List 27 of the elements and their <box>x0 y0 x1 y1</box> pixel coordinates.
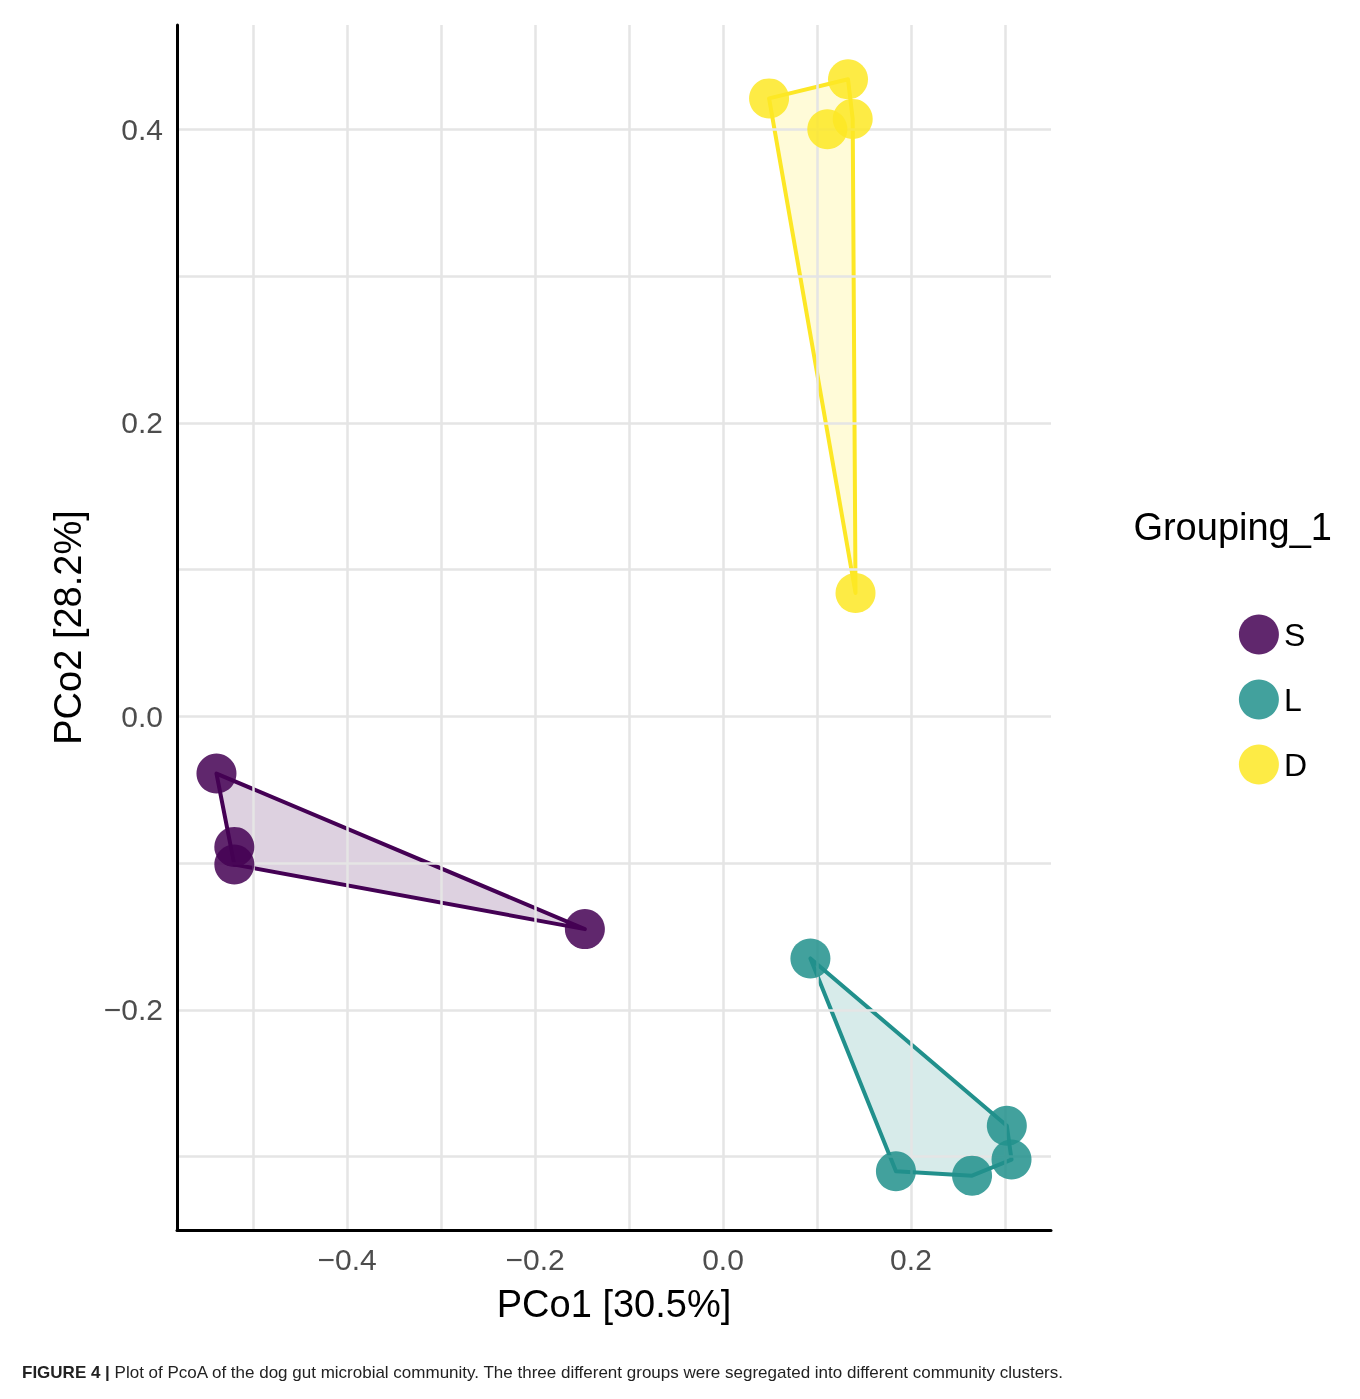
point <box>196 753 237 794</box>
x-tick-label: 0.0 <box>702 1242 744 1276</box>
x-tick-label: 0.2 <box>890 1242 932 1276</box>
legend-title: Grouping_1 <box>1133 506 1332 548</box>
caption: FIGURE 4 | Plot of PcoA of the dog gut microbial community. The three different groups were segregated into different community clusters. <box>22 1363 1064 1382</box>
y-tick-label: 0.2 <box>121 406 163 440</box>
legend-label: D <box>1283 746 1307 783</box>
point <box>807 109 848 150</box>
y-tick-label: 0.0 <box>121 699 163 733</box>
point <box>790 938 831 979</box>
point <box>991 1139 1032 1180</box>
x-axis-title: PCo1 [30.5%] <box>496 1283 732 1325</box>
x-tick-label: −0.2 <box>505 1242 565 1276</box>
y-tick-label: 0.4 <box>121 112 163 146</box>
x-tick-label: −0.4 <box>317 1242 377 1276</box>
point <box>564 909 605 950</box>
legend-label: S <box>1283 616 1306 653</box>
point <box>828 59 869 100</box>
point <box>952 1155 993 1196</box>
point <box>835 573 876 613</box>
y-axis-title: PCo2 [28.2%] <box>47 510 89 745</box>
point <box>875 1151 916 1192</box>
point <box>214 844 255 885</box>
legend-label: L <box>1283 681 1302 718</box>
point <box>986 1105 1027 1146</box>
y-tick-label: −0.2 <box>103 993 163 1027</box>
point <box>749 78 790 119</box>
